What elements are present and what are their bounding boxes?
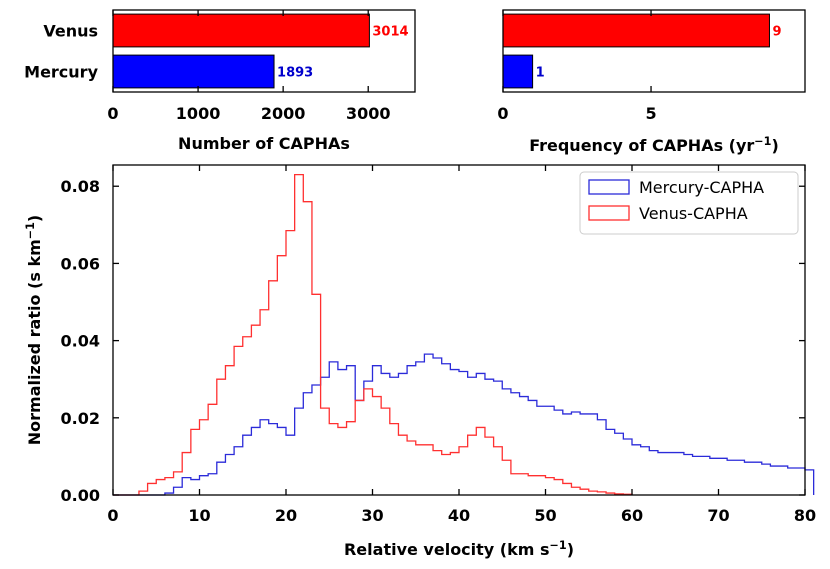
histogram-xlabel: Relative velocity (km s−1) (344, 539, 574, 560)
count-chart-xtick-label: 1000 (176, 104, 221, 123)
count-chart-frame (112, 9, 416, 93)
count-chart-value-label-venus: 3014 (372, 25, 408, 40)
legend-swatch-venus-capha (588, 205, 630, 221)
histogram-ylabel: Normalized ratio (s km−1) (24, 215, 45, 445)
legend-swatch-mercury-capha (588, 179, 630, 195)
histogram-xlabel-main: Relative velocity (km s (344, 540, 550, 559)
frequency-chart: 9 1 0 5 Frequency of CAPHAs (yr−1) (497, 9, 806, 156)
count-chart-category-label-venus: Venus (43, 22, 98, 41)
frequency-chart-xlabel-exponent: −1 (754, 135, 771, 148)
count-chart-bar-mercury (112, 54, 275, 89)
histogram-xtick-label: 0 (107, 506, 118, 525)
histogram-chart: 0 10 20 30 40 50 60 70 80 0.00 0.02 0.04 0.06 0.08 Rel… (24, 164, 816, 560)
histogram-series-venus-capha (113, 173, 633, 496)
histogram-xtick-label: 30 (361, 506, 383, 525)
histogram-ytick-label: 0.04 (61, 332, 100, 351)
histogram-xtick-label: 10 (188, 506, 210, 525)
histogram-series-mercury-capha (113, 353, 815, 496)
count-chart-value-label-mercury: 1893 (277, 66, 313, 81)
histogram-xtick-label: 50 (534, 506, 556, 525)
legend-label-mercury-capha: Mercury-CAPHA (639, 178, 764, 197)
histogram-legend: Mercury-CAPHA Venus-CAPHA (579, 171, 799, 235)
frequency-chart-frame (502, 9, 806, 93)
count-chart-category-label-mercury: Mercury (24, 63, 98, 82)
histogram-ytick-label: 0.00 (61, 486, 100, 505)
histogram-ylabel-exponent: −1 (24, 222, 37, 239)
histogram-xlabel-close: ) (567, 540, 574, 559)
frequency-chart-xtick-label: 0 (497, 104, 508, 123)
histogram-ylabel-close: ) (25, 215, 44, 222)
count-chart-xlabel: Number of CAPHAs (178, 134, 350, 153)
legend-frame (579, 171, 799, 235)
frequency-chart-value-label-venus: 9 (772, 25, 781, 40)
histogram-xtick-label: 40 (448, 506, 470, 525)
frequency-chart-bar-venus (502, 13, 770, 48)
histogram-xtick-label: 20 (275, 506, 297, 525)
histogram-ylabel-main: Normalized ratio (s km (25, 239, 44, 445)
frequency-chart-xtick-label: 5 (645, 104, 656, 123)
count-chart: 3014 Venus 1893 Mercury 0 1000 2000 3000 Number … (24, 9, 416, 153)
histogram-ytick-label: 0.08 (61, 177, 100, 196)
histogram-xtick-label: 60 (621, 506, 643, 525)
count-chart-xtick-label: 0 (107, 104, 118, 123)
count-chart-xtick-label: 3000 (346, 104, 391, 123)
frequency-chart-bar-mercury (502, 54, 534, 89)
frequency-chart-xlabel-close: ) (771, 136, 778, 155)
histogram-xlabel-exponent: −1 (550, 539, 567, 552)
histogram-ytick-label: 0.06 (61, 254, 100, 273)
count-chart-bar-venus (112, 13, 370, 48)
frequency-chart-xlabel: Frequency of CAPHAs (yr−1) (529, 135, 779, 156)
histogram-ytick-label: 0.02 (61, 409, 100, 428)
histogram-xtick-label: 80 (794, 506, 816, 525)
legend-label-venus-capha: Venus-CAPHA (639, 204, 748, 223)
count-chart-xtick-label: 2000 (261, 104, 306, 123)
frequency-chart-xlabel-main: Frequency of CAPHAs (yr (529, 136, 754, 155)
histogram-xtick-label: 70 (707, 506, 729, 525)
frequency-chart-value-label-mercury: 1 (536, 66, 545, 81)
